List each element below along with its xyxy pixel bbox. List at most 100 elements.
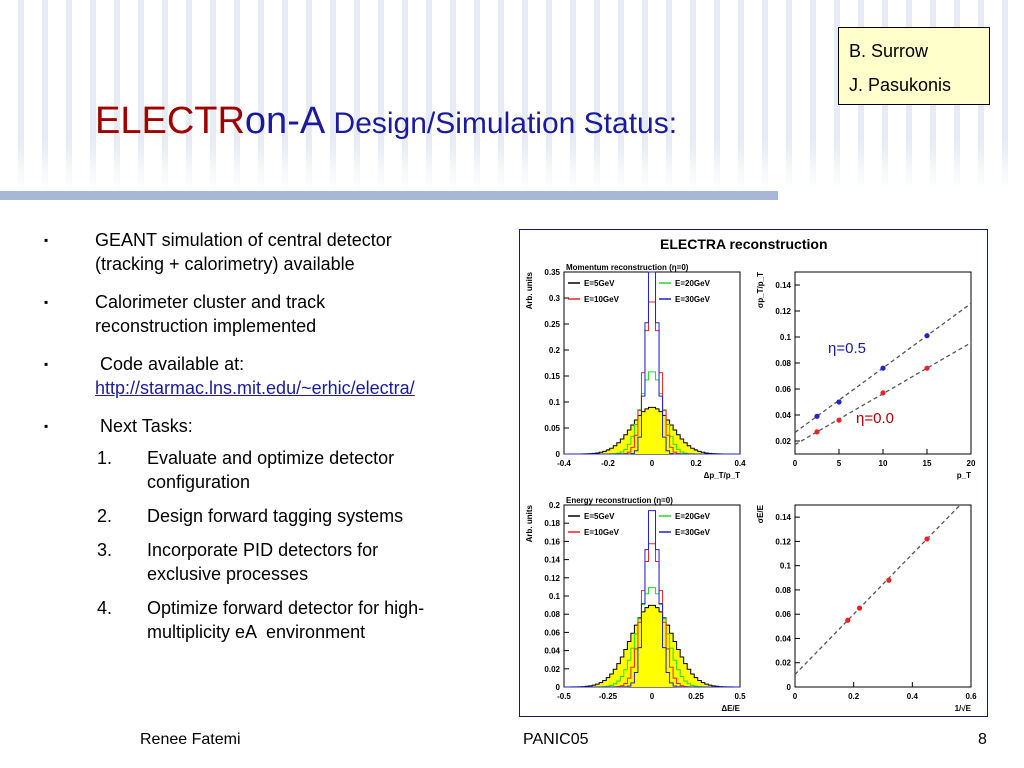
data-point (836, 399, 842, 405)
y-tick-label: 0.04 (775, 634, 791, 643)
y-tick-label: 0.06 (775, 610, 791, 619)
bullet-square-icon: ▪ (44, 233, 49, 247)
task-line: configuration (147, 472, 251, 492)
data-point (880, 365, 886, 371)
title-part-electr: ELECTR (95, 100, 245, 142)
data-point (814, 413, 820, 419)
data-point (924, 365, 930, 371)
task-item: 1. Evaluate and optimize detector config… (40, 446, 510, 494)
slide-title: ELECTRon-A Design/Simulation Status: (95, 100, 677, 143)
y-tick-label: 0 (556, 450, 561, 459)
y-tick-label: 0.14 (544, 556, 560, 565)
bullet-item: ▪ Calorimeter cluster and track reconstr… (40, 290, 510, 338)
legend-entry: E=30GeV (675, 295, 711, 304)
x-tick-label: 0.6 (965, 692, 977, 701)
x-axis-label: p_T (957, 471, 971, 480)
x-tick-label: 0 (793, 459, 798, 468)
legend-entry: E=5GeV (584, 279, 615, 288)
histogram-series (564, 510, 740, 688)
data-point (814, 429, 820, 435)
histogram-fill (564, 407, 740, 454)
y-tick-label: 0 (787, 683, 792, 692)
data-point (845, 617, 851, 623)
eta-high-label: η=0.5 (828, 340, 866, 357)
footer-page-number: 8 (978, 731, 987, 748)
electra-code-link[interactable]: http://starmac.lns.mit.edu/~erhic/electr… (95, 378, 415, 398)
task-line: Incorporate PID detectors for (147, 540, 379, 560)
eta-low-label: η=0.0 (856, 410, 894, 427)
y-tick-label: 0.2 (549, 501, 561, 510)
histogram-fill (564, 605, 740, 687)
author-name: J. Pasukonis (849, 75, 952, 95)
legend-entry: E=10GeV (584, 528, 620, 537)
bullet-item: ▪ Code available at: http://starmac.lns.… (40, 352, 510, 400)
task-line: exclusive processes (147, 564, 309, 584)
electra-plots-svg: ELECTRA reconstruction -0.4 -0.2 0 0.2 0.400… (525, 236, 977, 713)
task-line: Design forward tagging systems (147, 506, 404, 526)
y-tick-label: 0.12 (775, 307, 791, 316)
y-tick-label: 0 (556, 683, 561, 692)
x-tick-label: 10 (879, 459, 888, 468)
x-axis-label: Δp_T/p_T (704, 471, 741, 480)
bullet-line: reconstruction implemented (95, 316, 317, 336)
y-tick-label: 0.08 (544, 610, 560, 619)
footer-author: Renee Fatemi (140, 731, 241, 748)
legend-entry: E=20GeV (675, 512, 711, 521)
task-number: 4. (97, 598, 113, 618)
task-number: 2. (97, 506, 113, 526)
footer-conference: PANIC05 (523, 731, 589, 748)
data-point (856, 605, 863, 611)
header-stripes-fade (0, 140, 1024, 190)
y-tick-label: 0.35 (544, 268, 560, 277)
data-point (924, 333, 930, 339)
y-tick-label: 0.12 (775, 537, 791, 546)
y-tick-label: 0.15 (544, 372, 560, 381)
y-tick-label: 0.04 (544, 647, 560, 656)
y-tick-label: 0.3 (549, 294, 561, 303)
y-tick-label: 0.12 (544, 574, 560, 583)
x-tick-label: -0.2 (601, 459, 615, 468)
x-tick-label: -0.4 (557, 459, 571, 468)
bullet-item: ▪ Next Tasks: (40, 414, 510, 438)
bullet-line: GEANT simulation of central detector (95, 230, 392, 250)
y-tick-label: 0.18 (544, 519, 560, 528)
x-tick-label: 0.2 (690, 459, 702, 468)
y-tick-label: 0.02 (544, 665, 560, 674)
x-tick-label: 0.5 (734, 692, 746, 701)
x-tick-label: 0.4 (907, 692, 919, 701)
y-tick-label: 0.08 (775, 359, 791, 368)
task-item: 3. Incorporate PID detectors for exclusi… (40, 538, 510, 586)
x-tick-label: 0 (650, 692, 655, 701)
x-tick-label: 0 (793, 692, 798, 701)
title-part-on-a: on-A (244, 100, 326, 142)
y-tick-label: 0.25 (544, 320, 560, 329)
y-tick-label: 0.14 (775, 281, 791, 290)
task-line: Evaluate and optimize detector (147, 448, 395, 468)
data-point (924, 536, 930, 542)
y-tick-label: 0.06 (775, 385, 791, 394)
fit-line (794, 302, 972, 433)
histogram-series (564, 271, 740, 455)
author-box: B. Surrow J. Pasukonis (838, 27, 990, 105)
x-tick-label: -0.25 (599, 692, 618, 701)
figure-title: ELECTRA reconstruction (660, 236, 828, 252)
y-tick-label: 0.1 (549, 592, 561, 601)
task-line: Optimize forward detector for high- (147, 598, 425, 618)
y-tick-label: 0.06 (544, 628, 560, 637)
y-tick-label: 0.02 (775, 659, 791, 668)
y-tick-label: 0.05 (544, 424, 560, 433)
bullet-line: (tracking + calorimetry) available (95, 254, 355, 274)
x-axis-label: 1/√E (955, 704, 972, 713)
bullet-square-icon: ▪ (44, 357, 49, 371)
bullet-list: ▪ GEANT simulation of central detector (… (40, 228, 510, 654)
y-tick-label: 0.08 (775, 586, 791, 595)
task-item: 4. Optimize forward detector for high- m… (40, 596, 510, 644)
legend-entry: E=10GeV (584, 295, 620, 304)
histogram-series (563, 604, 741, 688)
y-tick-label: 0.16 (544, 537, 560, 546)
title-part-status: Design/Simulation Status: (325, 107, 678, 140)
bullet-line: Calorimeter cluster and track (95, 292, 326, 312)
x-tick-label: 0.2 (848, 692, 860, 701)
y-tick-label: 0.2 (549, 346, 561, 355)
legend-entry: E=5GeV (584, 512, 615, 521)
